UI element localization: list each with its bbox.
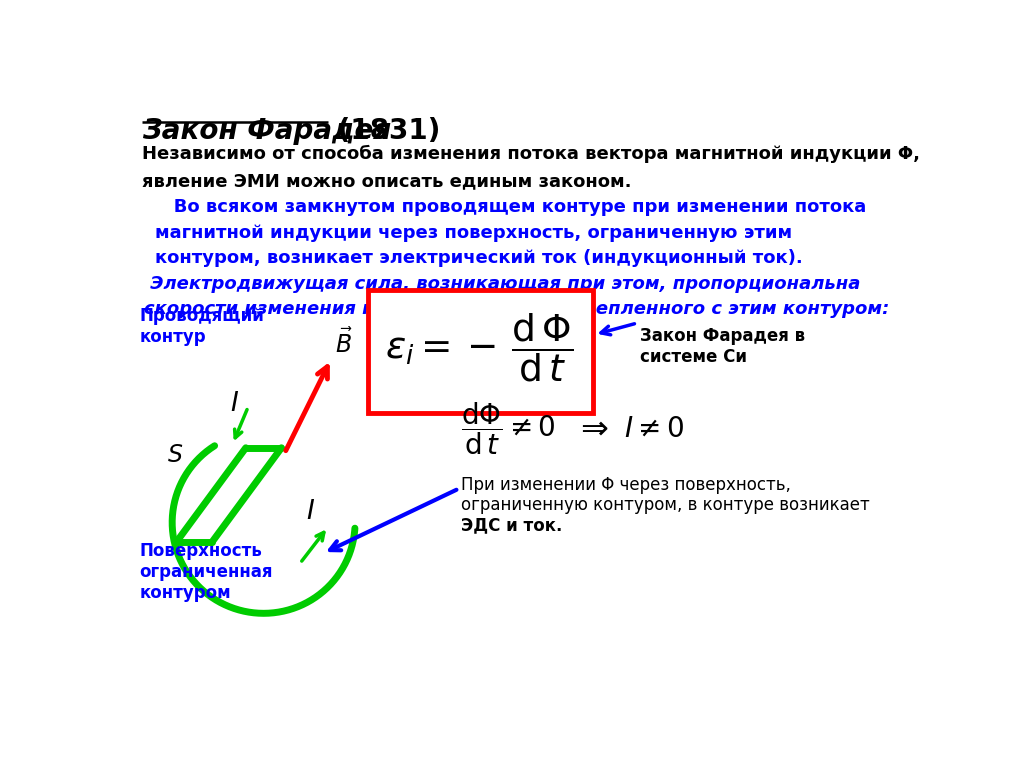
Text: явление ЭМИ можно описать единым законом.: явление ЭМИ можно описать единым законом… — [142, 172, 632, 190]
Text: контуром: контуром — [139, 584, 231, 602]
Text: контуром, возникает электрический ток (индукционный ток).: контуром, возникает электрический ток (и… — [155, 249, 803, 267]
Text: $\vec{B}$: $\vec{B}$ — [335, 328, 352, 357]
Text: При изменении Φ через поверхность,: При изменении Φ через поверхность, — [461, 476, 792, 494]
Text: Электродвижущая сила, возникающая при этом, пропорциональна: Электродвижущая сила, возникающая при эт… — [143, 275, 860, 292]
Text: ограниченная: ограниченная — [139, 563, 273, 581]
Text: Поверхность: Поверхность — [139, 542, 262, 561]
Text: $\dfrac{\mathrm{d}\Phi}{\mathrm{d}\,t}\neq 0$: $\dfrac{\mathrm{d}\Phi}{\mathrm{d}\,t}\n… — [461, 400, 556, 457]
Text: ограниченную контуром, в контуре возникает: ограниченную контуром, в контуре возника… — [461, 496, 870, 515]
Text: Проводящий: Проводящий — [139, 307, 264, 325]
Text: $\varepsilon_i = -\,\dfrac{\mathrm{d}\,\Phi}{\mathrm{d}\,t}$: $\varepsilon_i = -\,\dfrac{\mathrm{d}\,\… — [385, 311, 573, 384]
Text: ЭДС и ток.: ЭДС и ток. — [461, 516, 562, 535]
Text: (1831): (1831) — [328, 117, 440, 145]
Text: $I \neq 0$: $I \neq 0$ — [624, 414, 684, 443]
Text: Закон Фарадея: Закон Фарадея — [142, 117, 391, 145]
FancyBboxPatch shape — [369, 290, 593, 413]
Text: скорости изменения магнитного потока, сцепленного с этим контуром:: скорости изменения магнитного потока, сц… — [143, 300, 889, 318]
Text: $\Rightarrow$: $\Rightarrow$ — [573, 412, 608, 445]
Text: $S$: $S$ — [167, 443, 183, 467]
Text: магнитной индукции через поверхность, ограниченную этим: магнитной индукции через поверхность, ог… — [155, 224, 793, 242]
Text: Во всяком замкнутом проводящем контуре при изменении потока: Во всяком замкнутом проводящем контуре п… — [155, 199, 866, 216]
Text: Закон Фарадея в: Закон Фарадея в — [640, 327, 805, 345]
Text: $I$: $I$ — [230, 391, 240, 417]
Text: $I$: $I$ — [306, 499, 315, 525]
Text: Независимо от способа изменения потока вектора магнитной индукции Φ,: Независимо от способа изменения потока в… — [142, 145, 920, 163]
Text: контур: контур — [139, 328, 206, 347]
Text: системе Си: системе Си — [640, 347, 746, 366]
